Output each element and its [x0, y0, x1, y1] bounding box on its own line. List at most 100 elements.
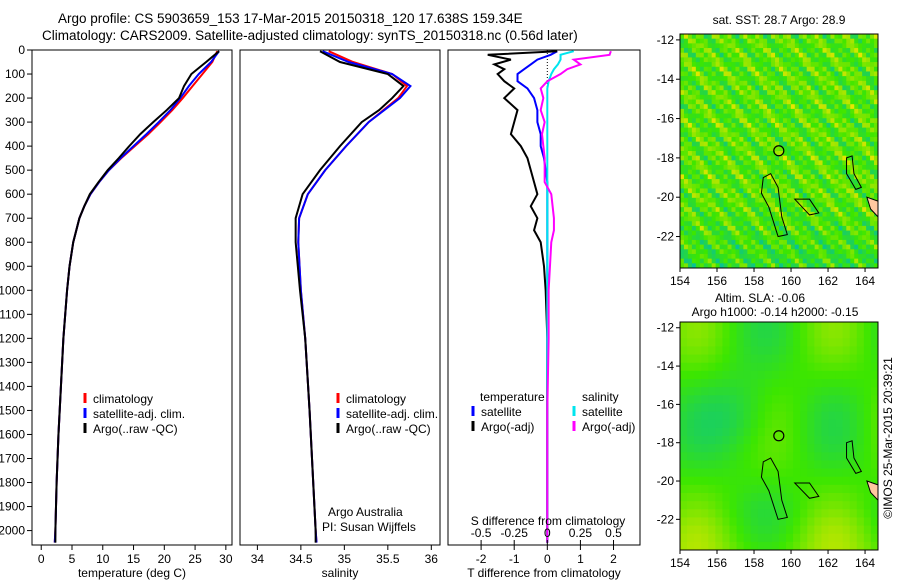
map-cell: [727, 62, 732, 68]
map-cell: [767, 165, 772, 171]
map-cell: [790, 244, 796, 250]
map-cell: [782, 193, 788, 199]
map-cell: [701, 370, 709, 380]
map-cell: [691, 169, 697, 175]
map-cell: [739, 165, 744, 171]
map-y-tick-label: -22: [657, 230, 675, 244]
map-cell: [711, 244, 717, 250]
map-cell: [830, 43, 835, 49]
map-cell: [830, 66, 835, 72]
map-cell: [735, 239, 740, 246]
x-tick-label: 2: [610, 552, 617, 566]
map-cell: [826, 151, 831, 157]
map-cell: [821, 427, 829, 437]
map-cell: [854, 239, 859, 246]
map-cell: [771, 230, 776, 236]
map-cell: [846, 104, 851, 110]
map-cell: [798, 85, 804, 91]
map-cell: [743, 493, 752, 502]
map-cell: [715, 387, 723, 396]
map-cell: [814, 419, 822, 429]
map-cell: [810, 258, 816, 264]
map-cell: [874, 141, 879, 147]
map-cell: [854, 179, 859, 185]
map-cell: [802, 90, 808, 96]
map-cell: [739, 90, 744, 96]
map-cell: [694, 395, 702, 404]
map-cell: [694, 427, 702, 437]
map-cell: [849, 338, 858, 347]
map-cell: [779, 179, 784, 185]
map-cell: [775, 38, 780, 44]
map-cell: [863, 411, 872, 421]
map-cell: [701, 468, 709, 478]
map-cell: [680, 146, 685, 152]
map-cell: [691, 258, 697, 264]
map-cell: [862, 193, 867, 199]
map-cell: [782, 99, 788, 105]
legend-label: satellite: [481, 405, 522, 419]
map-cell: [854, 211, 859, 218]
map-cell: [870, 235, 875, 241]
map-cell: [862, 151, 867, 157]
map-cell: [842, 122, 847, 129]
map-cell: [759, 99, 764, 105]
map-cell: [870, 211, 875, 218]
map-cell: [751, 169, 756, 175]
map-cell: [699, 127, 705, 133]
map-cell: [834, 174, 839, 180]
map-cell: [739, 113, 744, 119]
map-cell: [695, 76, 701, 82]
map-cell: [707, 141, 713, 147]
map-cell: [715, 66, 721, 72]
map-cell: [739, 99, 744, 105]
map-cell: [842, 525, 851, 535]
y-tick-label: 1000: [0, 283, 25, 297]
map-cell: [683, 151, 689, 157]
map-cell: [810, 80, 816, 86]
map-cell: [739, 127, 744, 133]
map-cell: [727, 146, 732, 152]
map-cell: [691, 151, 697, 157]
map-cell: [683, 188, 689, 194]
map-cell: [854, 118, 859, 124]
map-cell: [739, 183, 744, 189]
map-cell: [703, 221, 709, 227]
map-cell: [695, 80, 701, 86]
map-cell: [862, 141, 867, 147]
map-cell: [814, 132, 820, 138]
map-cell: [842, 468, 851, 478]
map-cell: [806, 127, 812, 133]
map-cell: [782, 239, 788, 246]
map-cell: [779, 132, 784, 138]
map-cell: [731, 216, 736, 222]
map-cell: [830, 239, 835, 246]
map-cell: [691, 99, 697, 105]
map-cell: [854, 193, 859, 199]
map-cell: [723, 99, 729, 105]
map-cell: [739, 235, 744, 241]
map-cell: [747, 216, 752, 222]
map-cell: [807, 379, 815, 388]
map-cell: [735, 230, 740, 236]
map-cell: [822, 207, 828, 213]
map-cell: [757, 411, 766, 421]
map-cell: [830, 52, 835, 58]
map-cell: [806, 160, 812, 166]
map-cell: [793, 330, 801, 339]
map-cell: [723, 52, 729, 58]
map-cell: [715, 411, 723, 421]
map-cell: [771, 38, 776, 44]
map-cell: [731, 43, 736, 49]
map-cell: [870, 108, 875, 115]
map-cell: [743, 244, 748, 250]
map-cell: [814, 525, 822, 535]
map-cell: [711, 94, 717, 101]
map-cell: [731, 197, 736, 203]
map-cell: [800, 541, 808, 551]
map-cell: [793, 501, 801, 510]
map-cell: [806, 94, 812, 101]
map-cell: [703, 76, 709, 82]
x-tick-label: -1: [509, 552, 520, 566]
map-cell: [790, 225, 796, 232]
